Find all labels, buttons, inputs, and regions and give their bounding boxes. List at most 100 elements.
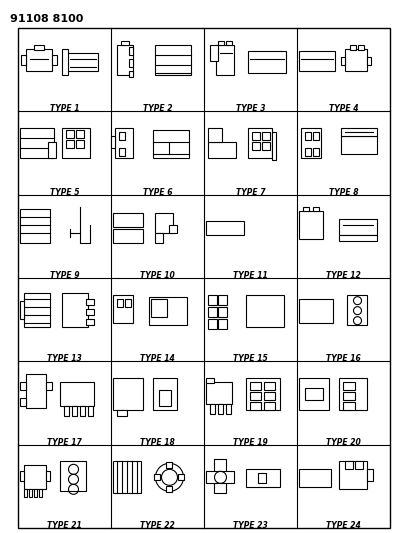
Bar [24, 293, 50, 327]
Bar [299, 51, 336, 71]
Bar [167, 486, 173, 492]
Bar [20, 382, 26, 390]
Bar [346, 49, 368, 71]
Bar [30, 489, 32, 497]
Bar [48, 142, 56, 158]
Bar [208, 128, 223, 142]
Bar [251, 382, 262, 390]
Bar [208, 142, 236, 158]
Bar [303, 207, 310, 211]
Bar [113, 229, 143, 244]
Bar [154, 130, 190, 158]
Bar [113, 295, 134, 322]
Bar [121, 41, 130, 45]
Bar [67, 140, 74, 148]
Bar [178, 474, 184, 480]
Bar [89, 406, 93, 416]
Text: TYPE 5: TYPE 5 [50, 188, 79, 197]
Bar [20, 471, 24, 481]
Text: TYPE 4: TYPE 4 [329, 104, 358, 114]
Bar [20, 398, 26, 406]
Bar [210, 45, 219, 61]
Bar [22, 55, 26, 64]
Bar [346, 462, 353, 470]
Bar [227, 404, 232, 414]
Bar [227, 41, 232, 45]
Bar [219, 319, 227, 329]
Bar [65, 406, 69, 416]
Bar [210, 404, 216, 414]
Text: TYPE 10: TYPE 10 [140, 271, 175, 280]
Bar [169, 225, 178, 233]
Bar [247, 378, 281, 410]
Bar [253, 132, 260, 140]
Bar [264, 392, 275, 400]
Bar [314, 207, 320, 211]
Bar [340, 236, 377, 241]
Bar [80, 406, 85, 416]
Bar [130, 47, 134, 55]
Bar [208, 319, 217, 329]
Bar [46, 382, 52, 390]
Bar [208, 306, 217, 317]
Bar [258, 473, 266, 483]
Bar [61, 382, 95, 406]
Bar [35, 489, 37, 497]
Bar [340, 462, 368, 489]
Text: TYPE 7: TYPE 7 [236, 188, 265, 197]
Bar [251, 402, 262, 410]
Bar [344, 402, 355, 410]
Bar [117, 410, 128, 416]
Bar [219, 295, 227, 305]
Bar [76, 140, 84, 148]
Bar [253, 142, 260, 150]
Bar [119, 148, 126, 156]
Bar [87, 309, 95, 314]
Text: TYPE 12: TYPE 12 [326, 271, 361, 280]
Bar [368, 56, 372, 64]
Text: TYPE 8: TYPE 8 [329, 188, 358, 197]
Bar [342, 56, 346, 64]
Text: TYPE 11: TYPE 11 [233, 271, 268, 280]
Bar [251, 392, 262, 400]
Bar [113, 213, 143, 228]
Bar [87, 298, 95, 305]
Bar [130, 71, 134, 77]
Text: TYPE 15: TYPE 15 [233, 354, 268, 364]
Bar [342, 128, 377, 136]
Text: TYPE 1: TYPE 1 [50, 104, 79, 114]
Bar [249, 51, 286, 72]
Bar [61, 462, 87, 491]
Bar [156, 213, 173, 233]
Bar [130, 59, 134, 67]
Bar [149, 297, 188, 325]
Bar [216, 45, 234, 75]
Bar [24, 489, 28, 497]
Bar [26, 49, 52, 71]
Bar [219, 306, 227, 317]
Bar [249, 128, 273, 158]
Bar [359, 45, 364, 50]
Bar [247, 295, 284, 327]
Bar [299, 211, 323, 239]
Bar [314, 148, 320, 156]
Bar [351, 45, 357, 50]
Text: TYPE 6: TYPE 6 [143, 188, 172, 197]
Bar [46, 471, 50, 481]
Bar [368, 470, 374, 481]
Bar [113, 462, 141, 494]
Bar [63, 293, 89, 327]
Bar [20, 209, 50, 244]
Text: TYPE 3: TYPE 3 [236, 104, 265, 114]
Bar [76, 130, 84, 138]
Bar [314, 132, 320, 140]
Bar [214, 459, 227, 494]
Bar [206, 471, 234, 483]
Bar [305, 388, 323, 400]
Bar [117, 298, 123, 306]
Bar [206, 221, 245, 236]
Bar [156, 45, 191, 75]
Bar [39, 489, 43, 497]
Bar [20, 301, 24, 319]
Bar [219, 41, 225, 45]
